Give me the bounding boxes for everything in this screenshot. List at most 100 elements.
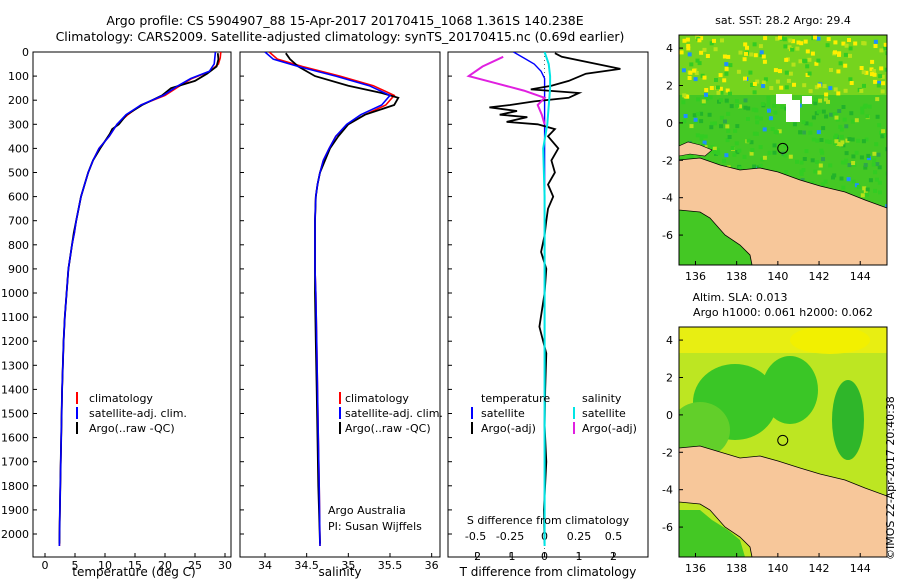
depth-ytick-label: 500 — [8, 167, 29, 180]
depth-ytick-label: 800 — [8, 239, 29, 252]
map-ytick-label: 4 — [666, 42, 673, 55]
salinity-ticks: 34 34.5 35 35.5 36 — [240, 51, 439, 572]
sla-green-blob — [762, 356, 818, 424]
map-xtick-label: 144 — [850, 562, 871, 575]
map-xtick-label: 140 — [767, 562, 788, 575]
temperature-ticks: 0 5 10 15 20 25 300100200300400500600700800900… — [1, 46, 232, 572]
depth-ytick-label: 200 — [8, 94, 29, 107]
legend-temperature-title: temperature — [481, 392, 550, 405]
salinity-xlabel: salinity — [318, 565, 361, 579]
sst-cloud-gap — [776, 94, 792, 104]
salinity-xtick-label: 34.5 — [294, 559, 319, 572]
difference-s-tick-label: 0.5 — [605, 530, 623, 543]
sst-map-title: sat. SST: 28.2 Argo: 29.4 — [715, 14, 851, 27]
sst-cloud-gap — [802, 96, 812, 104]
map-xtick-label: 140 — [767, 270, 788, 283]
legend-sal-satellite-label: satellite — [582, 407, 626, 420]
temperature-climatology-line — [58, 52, 222, 547]
difference-t-tick-label: -1 — [505, 550, 516, 563]
map-ytick-label: -2 — [662, 154, 673, 167]
legend-temp-argo-label: Argo(-adj) — [481, 422, 536, 435]
temperature-xtick-label: 30 — [218, 559, 232, 572]
map-ytick-label: -6 — [662, 229, 673, 242]
difference-temperature-satellite-line — [513, 52, 546, 546]
sst-cloud-gap — [786, 100, 800, 122]
legend-climatology-label: climatology — [345, 392, 409, 405]
difference-temperature-argo-line — [489, 52, 621, 544]
depth-ytick-label: 1200 — [1, 335, 29, 348]
salinity-panel: 34 34.5 35 35.5 36 salinity climatology sate… — [239, 51, 443, 579]
depth-ytick-label: 1100 — [1, 311, 29, 324]
legend-satellite-label: satellite-adj. clim. — [89, 407, 187, 420]
salinity-argo-line — [285, 52, 400, 544]
map-xtick-label: 138 — [726, 270, 747, 283]
sst-land-new-guinea — [679, 157, 887, 265]
map-xtick-label: 136 — [685, 562, 706, 575]
legend-sal-argo-label: Argo(-adj) — [582, 422, 637, 435]
sla-map-title-line1: Altim. SLA: 0.013 — [692, 291, 787, 304]
salinity-legend: climatology satellite-adj. clim. Argo(..… — [339, 392, 443, 435]
footer-agency: Argo Australia — [328, 504, 406, 517]
depth-ytick-label: 700 — [8, 215, 29, 228]
temperature-xtick-label: 0 — [42, 559, 49, 572]
depth-ytick-label: 900 — [8, 263, 29, 276]
difference-ticks: -2 -1 0 1 2-0.5 -0.25 0 0.25 0.5 — [448, 51, 623, 563]
difference-salinity-argo-line — [466, 55, 547, 125]
salinity-xtick-label: 36 — [425, 559, 439, 572]
figure-title-line1: Argo profile: CS 5904907_88 15-Apr-2017 … — [106, 13, 583, 28]
difference-panel: -2 -1 0 1 2-0.5 -0.25 0 0.25 0.5 S difference fr… — [447, 51, 649, 579]
sst-map: sat. SST: 28.2 Argo: 29.4 136 138 140 142 14… — [662, 14, 888, 283]
temperature-xtick-label: 5 — [72, 559, 79, 572]
sla-green-blob — [679, 402, 730, 458]
map-ytick-label: 4 — [666, 334, 673, 347]
map-ytick-label: -4 — [662, 192, 673, 205]
sla-yellow-blob — [790, 327, 870, 354]
sla-sea-south — [679, 510, 745, 557]
map-ytick-label: -2 — [662, 446, 673, 459]
map-xtick-label: 138 — [726, 562, 747, 575]
sst-ticks: 136 138 140 142 144 4 2 0 -2 -4 -6 — [662, 42, 871, 283]
legend-salinity-title: salinity — [582, 392, 622, 405]
sst-argo-marker — [777, 142, 789, 154]
difference-salinity-satellite-line — [542, 52, 552, 546]
depth-ytick-label: 600 — [8, 191, 29, 204]
temperature-argo-line — [58, 53, 220, 544]
depth-ytick-label: 300 — [8, 118, 29, 131]
map-xtick-label: 142 — [809, 562, 830, 575]
depth-ytick-label: 1700 — [1, 456, 29, 469]
legend-argo-label: Argo(..raw -QC) — [89, 422, 175, 435]
legend-argo-label: Argo(..raw -QC) — [345, 422, 431, 435]
legend-temp-satellite-label: satellite — [481, 407, 525, 420]
difference-s-tick-label: -0.25 — [496, 530, 524, 543]
map-ytick-label: 2 — [666, 371, 673, 384]
difference-top-label: S difference from climatology — [467, 514, 630, 527]
temperature-legend: climatology satellite-adj. clim. Argo(..… — [76, 392, 187, 435]
temperature-xtick-label: 10 — [98, 559, 112, 572]
difference-s-tick-label: -0.5 — [465, 530, 486, 543]
salinity-xtick-label: 35 — [341, 559, 355, 572]
difference-t-tick-label: -2 — [470, 550, 481, 563]
depth-ytick-label: 1500 — [1, 408, 29, 421]
depth-ytick-label: 1300 — [1, 359, 29, 372]
depth-ytick-label: 100 — [8, 70, 29, 83]
difference-legend-salinity: salinity satellite Argo(-adj) — [573, 392, 637, 435]
salinity-xtick-label: 35.5 — [378, 559, 403, 572]
legend-climatology-label: climatology — [89, 392, 153, 405]
map-ytick-label: -4 — [662, 484, 673, 497]
map-xtick-label: 144 — [850, 270, 871, 283]
depth-ytick-label: 1900 — [1, 504, 29, 517]
map-ytick-label: 2 — [666, 79, 673, 92]
depth-ytick-label: 1800 — [1, 480, 29, 493]
map-xtick-label: 136 — [685, 270, 706, 283]
map-ytick-label: -6 — [662, 521, 673, 534]
footer-pi: PI: Susan Wijffels — [328, 520, 422, 533]
sla-map-title-line2: Argo h1000: 0.061 h2000: 0.062 — [693, 306, 873, 319]
depth-ytick-label: 0 — [22, 46, 29, 59]
depth-ytick-label: 1000 — [1, 287, 29, 300]
depth-ytick-label: 1600 — [1, 432, 29, 445]
difference-s-tick-label: 0.25 — [567, 530, 592, 543]
temperature-panel: 0 5 10 15 20 25 300100200300400500600700800900… — [1, 46, 232, 579]
temperature-xtick-label: 20 — [158, 559, 172, 572]
depth-ytick-label: 1400 — [1, 383, 29, 396]
